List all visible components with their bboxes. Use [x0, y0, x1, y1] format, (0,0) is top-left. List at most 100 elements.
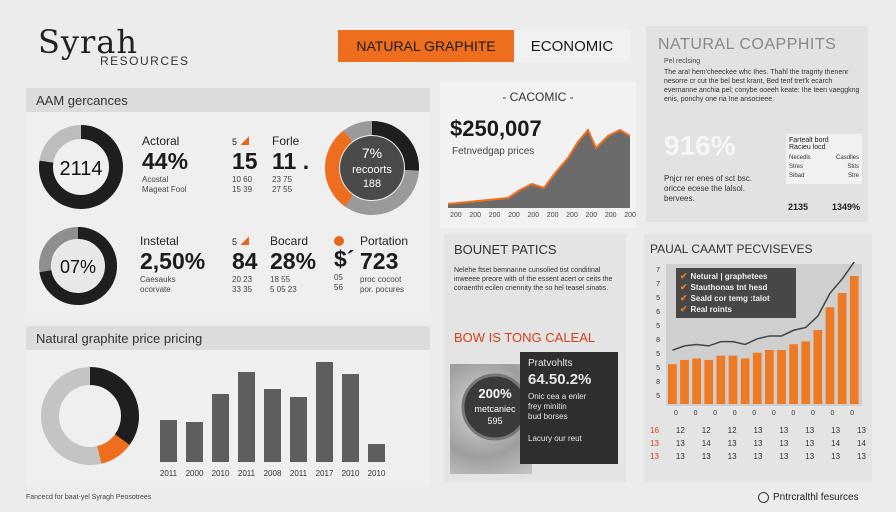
- paual-table-cell: 13: [650, 452, 659, 461]
- paual-x-label: 0: [693, 410, 698, 417]
- tag-economic: ECONOMIC: [514, 30, 630, 62]
- paual-y-label: 8: [656, 379, 660, 386]
- price-pricing-header: Natural graphite price pricing: [26, 326, 430, 350]
- paual-y-label: 8: [656, 337, 660, 344]
- paual-table-cell: 14: [701, 439, 711, 448]
- side-table-cell: Stres: [789, 164, 804, 170]
- paual-table-cell: 13: [753, 439, 763, 448]
- footer-left: Fancecd for baat-yel Syragh Peosotrees: [26, 494, 152, 501]
- paual-x-label: 0: [830, 410, 835, 417]
- paual-bar: [716, 355, 726, 404]
- bounet-box-line: bud borses: [528, 412, 568, 421]
- natural-coapphits-percent: 916%: [664, 130, 736, 161]
- side-table-row: Sibad Stre: [789, 172, 859, 181]
- paual-table-row: 13 13 14 13 13 13 13 14 14: [650, 437, 866, 450]
- price-pricing-donut: [41, 367, 139, 465]
- tag-natural-graphite: NATURAL GRAPHITE: [338, 30, 514, 62]
- aam-donut-3-value: 07%: [60, 257, 96, 277]
- cacomic-x-label: 200: [566, 212, 578, 219]
- paual-table-cell: 13: [779, 426, 789, 435]
- paual-bar: [668, 364, 677, 404]
- cacomic-value: $250,007: [450, 116, 542, 141]
- cacomic-title: - CACOMIC -: [502, 90, 574, 104]
- natural-coapphits-title: NATURAL COAPPHITS: [658, 36, 837, 53]
- paual-y-label: 7: [656, 281, 660, 288]
- paual-table-cell: 12: [675, 426, 685, 435]
- paual-x-label: 0: [791, 410, 796, 417]
- refresh-icon: [758, 492, 769, 503]
- paual-y-label: 5: [656, 393, 660, 400]
- aam-donut-2-line1: 7%: [362, 145, 382, 161]
- paual-legend-item: ✔ Stauthonas tnt hesd: [680, 282, 768, 292]
- paual-y-label: 5: [656, 323, 660, 330]
- natural-coapphits-side-foot: 2135 1349%: [788, 202, 860, 212]
- paual-bar: [728, 355, 738, 404]
- svg-text:metcaniec: metcaniec: [474, 404, 516, 414]
- brand-sub: RESOURCES: [100, 54, 190, 68]
- orange-flag-icon: [240, 136, 250, 145]
- paual-legend-item: ✔ Real roints: [680, 304, 732, 314]
- price-bar-label: 2011: [160, 469, 178, 478]
- bounet-headline: BOW IS TONG CALEAL: [454, 330, 596, 345]
- orange-dot-icon: [334, 236, 344, 246]
- bounet-panel: BOUNET PATICS Nelehe ftset bemnanne cuns…: [444, 234, 626, 482]
- paual-bar: [801, 341, 811, 404]
- aam-header: AAM gercances: [26, 88, 430, 112]
- paual-table-cell: 14: [831, 439, 841, 448]
- price-bar: [264, 389, 281, 462]
- paual-bar: [825, 307, 835, 404]
- aam-title: AAM gercances: [36, 93, 128, 108]
- side-table-row: Necedls Casdlles: [789, 154, 859, 163]
- paual-table-cell: 12: [701, 426, 711, 435]
- stat-bocard: Bocard 28% 18 55 5 05 23: [270, 234, 317, 294]
- cacomic-x-label: 200: [469, 212, 482, 219]
- paual-table-cell: 13: [701, 452, 711, 461]
- paual-table-cell: 13: [779, 452, 789, 461]
- aam-donut-1: 2114: [39, 125, 123, 209]
- cacomic-x-label: 200: [450, 212, 462, 219]
- cacomic-panel: - CACOMIC - $250,007 Fetnvedgap prices 2…: [440, 82, 636, 228]
- stat-instetal: Instetal 2,50% Caesauks ocorvate: [140, 234, 206, 294]
- paual-x-axis: 0 0 0 0 0 0 0 0 0 0: [674, 410, 854, 417]
- paual-table-cell: 13: [727, 439, 737, 448]
- paual-bar: [813, 330, 823, 404]
- price-bar: [212, 394, 229, 462]
- paual-bar: [837, 293, 847, 404]
- bounet-box-line: frey minitin: [528, 402, 567, 411]
- aam-donut-2-line2: recoorts: [352, 164, 392, 176]
- natural-coapphits-side: Fartealt bord Racieu locd Necedls Casdlle…: [786, 134, 862, 184]
- price-bar: [160, 420, 177, 462]
- paual-y-label: 7: [656, 267, 660, 274]
- svg-text:200%: 200%: [478, 386, 512, 401]
- natural-coapphits-panel: NATURAL COAPPHITS Pel reclsing The ara! …: [646, 26, 868, 222]
- paual-x-label: 0: [810, 410, 815, 417]
- side-table: Necedls Casdlles Stres Stits Sibad Stre: [789, 154, 859, 181]
- aam-donut-2-line3: 188: [363, 178, 381, 190]
- check-icon: ✔: [680, 282, 688, 292]
- paual-x-label: 0: [732, 410, 737, 417]
- cacomic-x-label: 200: [508, 212, 520, 219]
- price-bar: [316, 362, 333, 462]
- price-bar: [238, 372, 255, 462]
- cacomic-x-label: 200: [624, 212, 636, 219]
- check-icon: ✔: [680, 271, 688, 281]
- bounet-title: BOUNET PATICS: [454, 242, 557, 257]
- paual-table-cell: 13: [805, 452, 815, 461]
- paual-bar: [765, 349, 774, 404]
- cacomic-x-label: 200: [546, 212, 559, 219]
- paual-bar: [704, 359, 714, 404]
- paual-table-cell: 13: [675, 439, 685, 448]
- paual-table-cell: 13: [727, 452, 737, 461]
- check-icon: ✔: [680, 293, 688, 303]
- natural-coapphits-footer: Pnjcr rer enes of sct bsc. oricce ecese …: [664, 174, 753, 203]
- stat-forle: Forle 11 . 23 75 27 55: [272, 134, 310, 194]
- cacomic-sub: Fetnvedgap prices: [452, 146, 535, 157]
- paual-bar: [692, 358, 701, 404]
- paual-table-row: 16 12 12 12 13 13 13 13 13: [650, 424, 866, 437]
- paual-bar: [680, 359, 689, 404]
- bounet-text: Nelehe ftset bemnanne cunsolied tist con…: [454, 267, 613, 292]
- paual-table-cell: 13: [650, 439, 659, 448]
- paual-title: PAUAL CAAMT PECVISEVES: [650, 242, 813, 256]
- price-bar: [368, 444, 385, 462]
- aam-donut-1-value: 2114: [59, 158, 102, 180]
